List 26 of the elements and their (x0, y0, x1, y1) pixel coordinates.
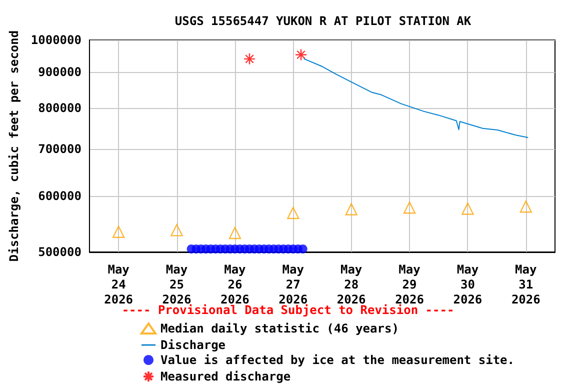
point (243, 52, 256, 66)
legend-label: Discharge (160, 338, 226, 352)
x-tick-label: May 31 2026 (511, 262, 540, 306)
point (112, 226, 125, 238)
point (228, 226, 242, 240)
point (287, 206, 300, 220)
chart-title: USGS 15565447 YUKON R AT PILOT STATION AK (174, 14, 472, 28)
y-tick-label: 1000000 (30, 33, 82, 47)
legend-label: Value is affected by ice at the measurement site. (160, 353, 515, 367)
y-axis-title: Discharge, cubic feet per second (7, 30, 21, 262)
y-tick-label: 800000 (38, 101, 82, 116)
y-tick-label: 500000 (38, 245, 82, 259)
y-tick-label: 700000 (38, 142, 82, 156)
point (403, 202, 416, 214)
x-tick-label: May 30 2026 (453, 262, 482, 306)
point (345, 203, 358, 216)
point (294, 48, 308, 61)
point (170, 224, 183, 236)
point (298, 244, 308, 254)
point (520, 200, 532, 213)
legend-label: Median daily statistic (46 years) (160, 322, 399, 336)
y-tick-label: 600000 (38, 189, 82, 204)
line-series (304, 58, 528, 138)
y-tick-label: 900000 (38, 65, 82, 80)
legend-label: Measured discharge (160, 370, 291, 384)
point (462, 202, 474, 215)
